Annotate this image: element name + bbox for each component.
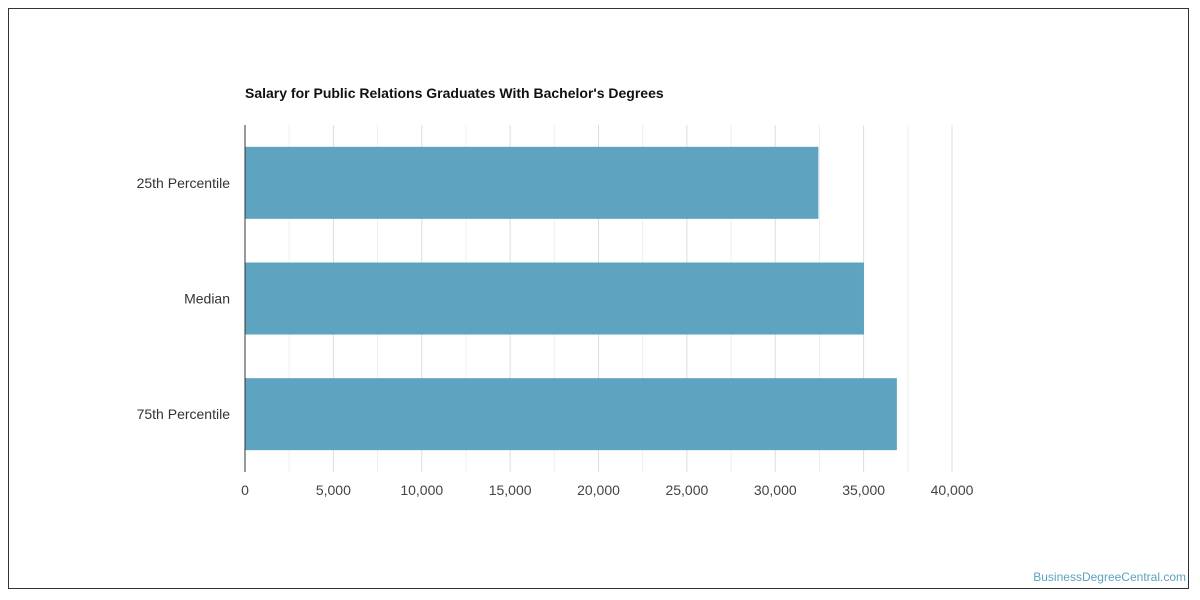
source-link[interactable]: BusinessDegreeCentral.com [1033,570,1186,584]
x-tick-label: 35,000 [842,482,885,498]
bar-median [245,262,864,335]
x-tick-label: 25,000 [665,482,708,498]
category-label: 75th Percentile [137,406,231,422]
x-tick-label: 15,000 [489,482,532,498]
x-tick-label: 10,000 [400,482,443,498]
bar-75th-percentile [245,378,897,451]
bar-25th-percentile [245,146,819,219]
x-tick-label: 40,000 [931,482,974,498]
category-label: Median [184,291,230,307]
chart-title: Salary for Public Relations Graduates Wi… [245,85,664,101]
x-tick-label: 5,000 [316,482,351,498]
x-tick-label: 30,000 [754,482,797,498]
x-tick-label: 0 [241,482,249,498]
x-tick-label: 20,000 [577,482,620,498]
category-label: 25th Percentile [137,175,231,191]
